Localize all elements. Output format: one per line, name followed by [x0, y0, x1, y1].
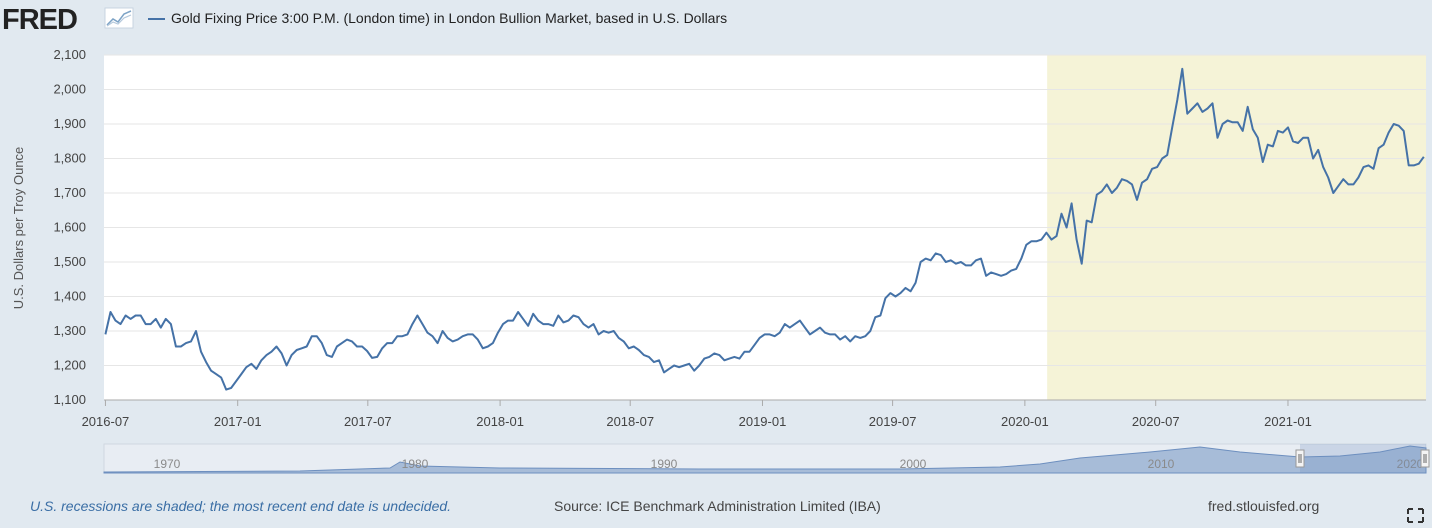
y-tick-label: 2,000 — [53, 82, 86, 97]
navigator-left-handle[interactable] — [1295, 449, 1305, 468]
x-tick-label: 2020-01 — [1001, 414, 1049, 429]
y-tick-label: 1,800 — [53, 151, 86, 166]
y-axis-label: U.S. Dollars per Troy Ounce — [11, 147, 26, 310]
navigator-year-label: 2010 — [1148, 457, 1175, 471]
y-tick-label: 1,600 — [53, 220, 86, 235]
x-tick-label: 2019-07 — [869, 414, 917, 429]
x-tick-label: 2018-01 — [476, 414, 524, 429]
x-tick-label: 2019-01 — [739, 414, 787, 429]
navigator-year-label: 1990 — [651, 457, 678, 471]
x-tick-label: 2017-01 — [214, 414, 262, 429]
y-tick-label: 1,500 — [53, 254, 86, 269]
x-tick-label: 2017-07 — [344, 414, 392, 429]
x-tick-label: 2016-07 — [82, 414, 130, 429]
y-axis: 1,100 1,200 1,300 1,400 1,500 1,600 1,700 1,800… — [53, 47, 86, 407]
source-text: Source: ICE Benchmark Administration Lim… — [554, 498, 881, 514]
y-tick-label: 1,400 — [53, 289, 86, 304]
recession-note: U.S. recessions are shaded; the most rec… — [30, 498, 451, 514]
x-axis: 2016-07 2017-01 2017-07 2018-01 2018-07 2019-… — [82, 399, 1426, 429]
range-navigator[interactable]: 1970 1980 1990 2000 2010 2020 — [103, 443, 1430, 474]
navigator-years: 1970 1980 1990 2000 2010 2020 — [154, 457, 1424, 471]
navigator-series — [103, 445, 1427, 474]
series-group — [104, 67, 1425, 391]
y-tick-label: 1,200 — [53, 358, 86, 373]
y-tick-label: 1,700 — [53, 185, 86, 200]
y-tick-label: 1,300 — [53, 323, 86, 338]
graph-icon — [104, 7, 134, 29]
site-link[interactable]: fred.stlouisfed.org — [1208, 498, 1319, 514]
navigator-year-label: 2000 — [900, 457, 927, 471]
navigator-year-label: 2020 — [1397, 457, 1424, 471]
x-tick-label: 2018-07 — [606, 414, 654, 429]
navigator-selection[interactable] — [1300, 444, 1426, 473]
x-tick-label: 2021-01 — [1264, 414, 1312, 429]
navigator-year-label: 1980 — [402, 457, 429, 471]
x-tick-label: 2020-07 — [1132, 414, 1180, 429]
navigator-right-handle[interactable] — [1420, 449, 1430, 468]
y-tick-label: 1,900 — [53, 116, 86, 131]
chart-legend: Gold Fixing Price 3:00 P.M. (London time… — [148, 10, 727, 26]
series-line-0[interactable] — [104, 67, 1425, 391]
fred-logo[interactable]: FRED — [2, 4, 134, 36]
fullscreen-icon[interactable] — [1407, 508, 1424, 523]
chart-title: Gold Fixing Price 3:00 P.M. (London time… — [171, 10, 727, 26]
y-tick-label: 1,100 — [53, 392, 86, 407]
fred-logo-text: FRED — [2, 4, 77, 36]
y-tick-label: 2,100 — [53, 47, 86, 62]
navigator-year-label: 1970 — [154, 457, 181, 471]
